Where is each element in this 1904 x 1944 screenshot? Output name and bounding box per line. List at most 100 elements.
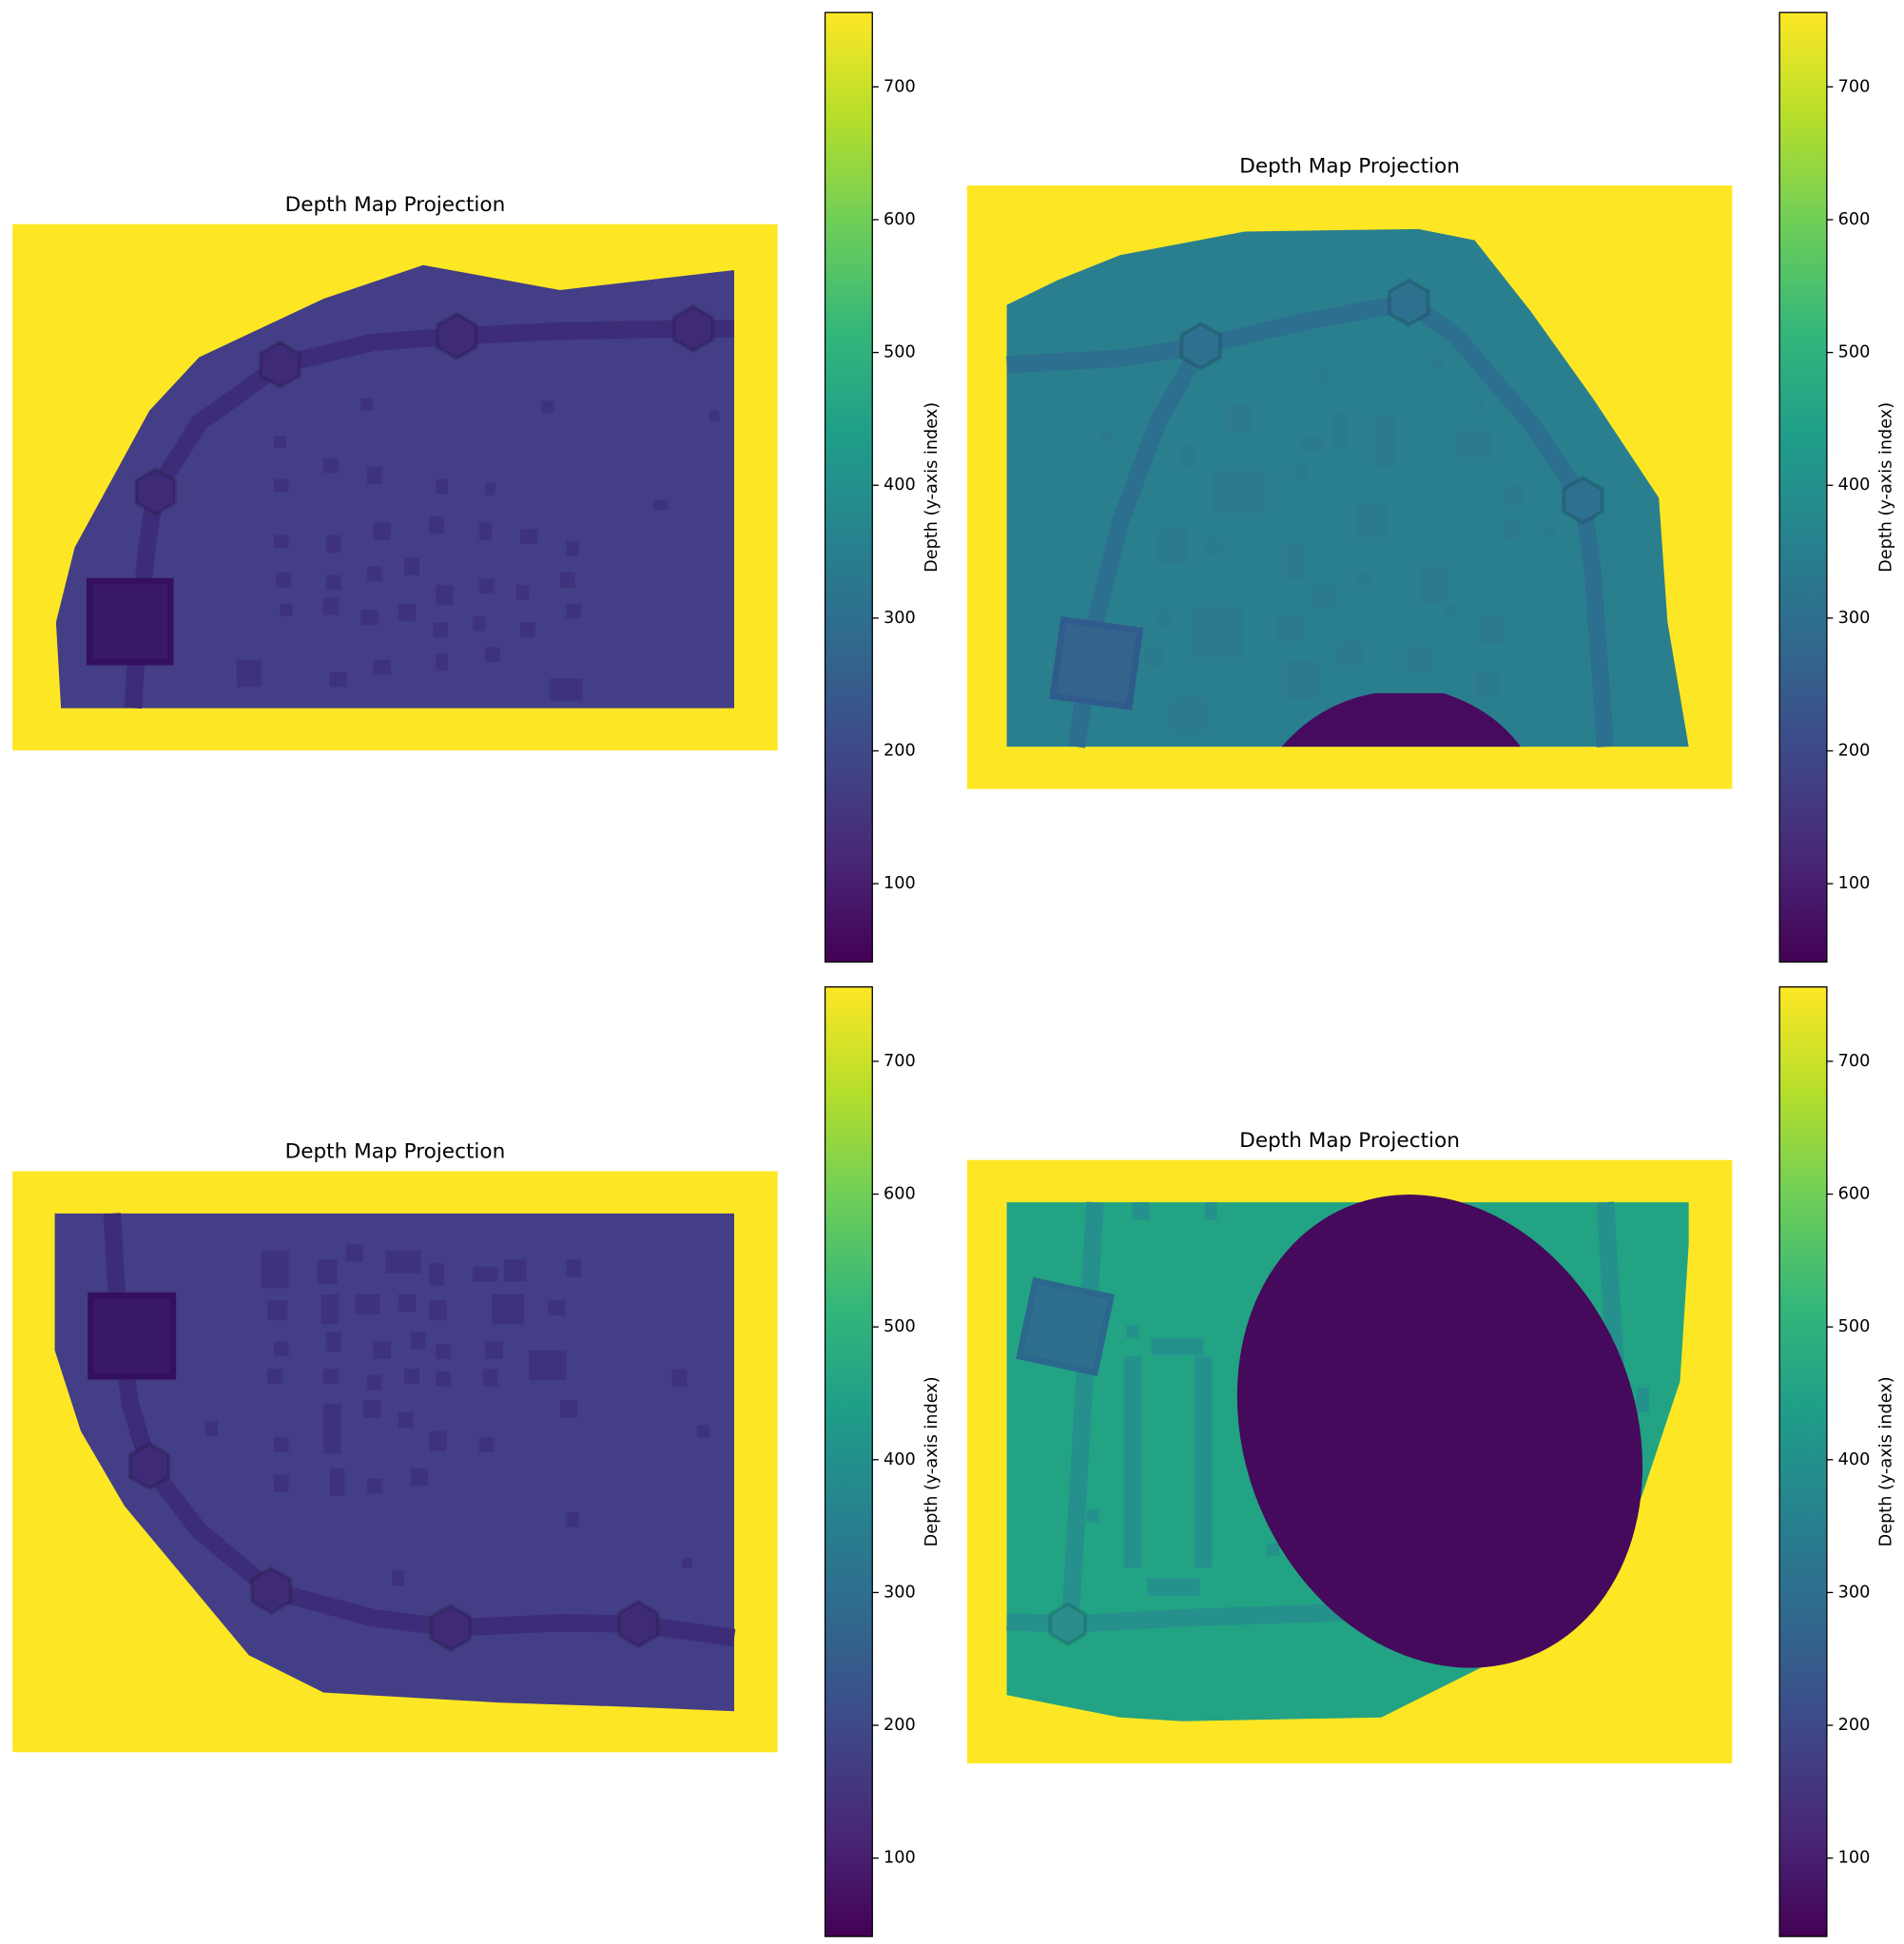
building	[317, 1259, 338, 1285]
colorbar-label: Depth (y-axis index)	[1877, 1376, 1896, 1546]
building	[1443, 603, 1456, 616]
building	[547, 1300, 566, 1316]
colorbar-tick-label: 700	[1838, 1052, 1871, 1071]
building	[433, 622, 449, 638]
building	[1169, 696, 1208, 735]
building	[566, 541, 579, 556]
marker	[1562, 476, 1604, 525]
building	[410, 1468, 429, 1487]
building	[363, 1400, 381, 1418]
building	[566, 603, 582, 619]
building	[373, 1341, 391, 1359]
building	[398, 1293, 417, 1312]
colorbar-tick-label: 500	[884, 343, 916, 362]
building	[367, 1374, 382, 1390]
panel: Depth Map Projection 100 200 300 400 500 600 70…	[966, 11, 1896, 963]
building	[435, 585, 454, 605]
region	[1236, 1195, 1643, 1668]
building	[478, 578, 495, 594]
region	[55, 264, 735, 709]
building	[1316, 369, 1330, 382]
region	[1281, 692, 1521, 748]
building	[273, 535, 289, 548]
building	[398, 603, 417, 622]
colorbar-label: Depth (y-axis index)	[1877, 402, 1896, 573]
building	[519, 622, 535, 638]
building	[1156, 529, 1188, 564]
building	[1213, 470, 1266, 518]
building	[87, 1292, 177, 1380]
building	[1144, 647, 1163, 668]
building	[429, 1263, 445, 1286]
marker	[259, 340, 301, 390]
building	[325, 535, 341, 554]
building	[1474, 400, 1486, 411]
building	[1147, 1578, 1200, 1596]
building	[1195, 1356, 1213, 1568]
building	[473, 1267, 498, 1282]
colorbar-tick-label: 500	[1838, 343, 1871, 362]
building	[1300, 436, 1326, 454]
marker	[435, 311, 478, 361]
colorbar-tick-label: 400	[1838, 476, 1871, 495]
building	[1406, 647, 1434, 672]
building	[1126, 1325, 1139, 1338]
building	[345, 1244, 364, 1262]
building	[325, 1332, 341, 1352]
building	[236, 659, 262, 688]
building	[360, 610, 379, 625]
building	[86, 577, 174, 666]
road	[1061, 1201, 1104, 1625]
building	[329, 1468, 345, 1496]
colorbar-tick-label: 400	[884, 1450, 916, 1469]
colorbar-label: Depth (y-axis index)	[923, 1376, 942, 1546]
building	[435, 653, 449, 671]
colorbar	[1778, 986, 1828, 1937]
building	[1267, 1543, 1280, 1556]
building	[1281, 659, 1320, 700]
marker	[1387, 278, 1430, 327]
colorbar	[824, 986, 873, 1937]
marker	[134, 467, 177, 516]
building	[429, 516, 445, 535]
chart-title: Depth Map Projection	[1239, 1129, 1460, 1153]
building	[429, 1300, 447, 1321]
building	[321, 1293, 339, 1325]
building	[652, 500, 669, 511]
colorbar	[824, 11, 873, 963]
building	[473, 615, 486, 632]
building	[1331, 410, 1350, 449]
building	[491, 1293, 524, 1325]
building	[482, 1369, 498, 1387]
building	[267, 1369, 283, 1385]
building	[1636, 1388, 1649, 1413]
building	[404, 1369, 419, 1385]
building	[1192, 607, 1242, 663]
building	[267, 1300, 288, 1321]
building	[1123, 1356, 1141, 1568]
building	[323, 1404, 341, 1454]
colorbar	[1778, 11, 1828, 963]
building	[1455, 429, 1491, 462]
building	[1101, 432, 1112, 442]
building	[410, 1332, 426, 1350]
building	[1293, 464, 1310, 479]
building	[1337, 640, 1363, 667]
building	[325, 574, 341, 591]
colorbar-tick-label: 700	[884, 1052, 916, 1071]
colorbar-tick-label: 600	[1838, 1185, 1871, 1204]
building	[435, 1371, 451, 1387]
colorbar-tick-label: 600	[884, 210, 916, 229]
building	[529, 1350, 567, 1381]
colorbar-tick-label: 400	[884, 476, 916, 495]
colorbar-tick-label: 300	[1838, 1583, 1871, 1602]
colorbar-tick-label: 500	[1838, 1317, 1871, 1336]
building	[1481, 615, 1504, 644]
colorbar-tick-label: 100	[1838, 874, 1871, 893]
building	[360, 398, 374, 411]
building	[559, 1400, 578, 1418]
building	[273, 1437, 289, 1453]
building	[1275, 615, 1303, 641]
marker	[671, 303, 715, 354]
building	[367, 1478, 382, 1494]
